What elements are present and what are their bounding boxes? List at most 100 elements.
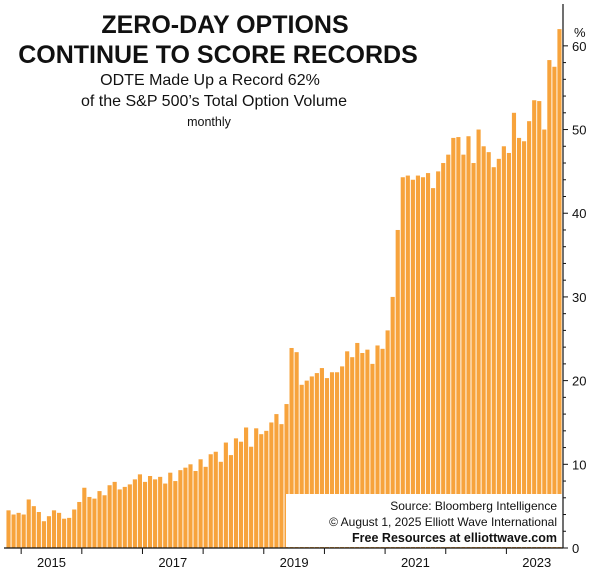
bar (213, 451, 218, 548)
bar (16, 512, 21, 548)
bar (410, 179, 415, 548)
bar (127, 484, 132, 548)
bar (183, 467, 188, 548)
bar (238, 441, 244, 548)
bar (11, 514, 16, 548)
bar (466, 136, 471, 549)
x-tick-label: 2019 (280, 555, 309, 570)
bar (153, 479, 158, 548)
bar (345, 351, 350, 548)
bar (289, 347, 294, 548)
bar (542, 129, 547, 549)
bar (6, 510, 11, 548)
bar (223, 442, 228, 548)
bar (552, 66, 557, 549)
bar (309, 376, 314, 548)
bar (168, 472, 173, 548)
y-tick-label: 60 (572, 39, 586, 54)
bar (511, 112, 517, 549)
x-tick-label: 2023 (522, 555, 551, 570)
bar (461, 154, 466, 548)
bars-layer (6, 29, 562, 549)
bar (501, 146, 506, 548)
bar (294, 352, 299, 548)
bar (233, 438, 239, 548)
bar (522, 141, 527, 548)
bar (496, 158, 501, 548)
x-ticks: 201520172019202120232025 (20, 548, 551, 570)
bar (491, 167, 496, 548)
bar (365, 349, 370, 548)
bar (259, 434, 264, 548)
bar (254, 428, 259, 548)
bar (87, 496, 92, 548)
x-tick-label: 2021 (401, 555, 430, 570)
source-label: Source: Bloomberg Intelligence (390, 499, 557, 513)
bar (319, 368, 324, 548)
bar (163, 483, 168, 548)
bar (92, 498, 97, 548)
bar (67, 517, 72, 548)
bar (405, 175, 410, 548)
bar (415, 175, 421, 548)
bar (375, 345, 380, 548)
bar (324, 378, 330, 548)
bar (21, 514, 26, 548)
bar (380, 348, 385, 548)
bar (117, 489, 122, 548)
bar (142, 481, 148, 548)
y-tick-label: 0 (572, 541, 579, 556)
bar (218, 461, 223, 548)
resources-link[interactable]: Free Resources at elliottwave.com (352, 531, 557, 545)
bar (537, 101, 542, 548)
bar (506, 152, 511, 548)
chart-subtitle-line-2: of the S&P 500’s Total Option Volume (81, 93, 347, 110)
bar (441, 163, 446, 548)
bar (350, 357, 355, 548)
bar (516, 137, 522, 548)
bar (31, 506, 36, 548)
bar (62, 518, 67, 548)
credits-box (286, 494, 562, 547)
bar (249, 446, 254, 548)
y-unit-label: % (574, 25, 586, 40)
bar (72, 509, 77, 548)
bar (314, 373, 319, 548)
bar (360, 353, 365, 548)
bar (158, 476, 163, 548)
bar (173, 481, 178, 548)
x-tick-label: 2017 (158, 555, 187, 570)
chart-title-line-2: CONTINUE TO SCORE RECORDS (18, 41, 418, 69)
copyright-label: © August 1, 2025 Elliott Wave Internatio… (329, 515, 557, 529)
bar (355, 342, 360, 548)
bar (147, 476, 153, 548)
y-tick-label: 40 (572, 206, 586, 221)
bar (456, 137, 461, 548)
bar (208, 454, 213, 548)
bar (547, 60, 552, 548)
bar (51, 510, 57, 548)
bar (188, 464, 193, 548)
bar (178, 470, 183, 548)
bar (279, 424, 284, 548)
bar (122, 486, 127, 548)
bar (481, 146, 486, 548)
bar (299, 384, 304, 548)
bar (335, 372, 340, 548)
bar (476, 129, 481, 549)
bar (284, 404, 289, 548)
bar (390, 296, 395, 548)
bar (198, 459, 203, 548)
bar (446, 154, 451, 548)
y-tick-label: 50 (572, 123, 586, 138)
bar (431, 188, 436, 548)
chart-title-line-1: ZERO-DAY OPTIONS (101, 11, 348, 39)
bar (41, 521, 46, 548)
bar (137, 474, 143, 548)
bar (329, 372, 335, 548)
bar (132, 479, 137, 548)
y-tick-label: 30 (572, 290, 586, 305)
y-ticks: 0 10 20 30 40 50 60 (563, 39, 586, 556)
